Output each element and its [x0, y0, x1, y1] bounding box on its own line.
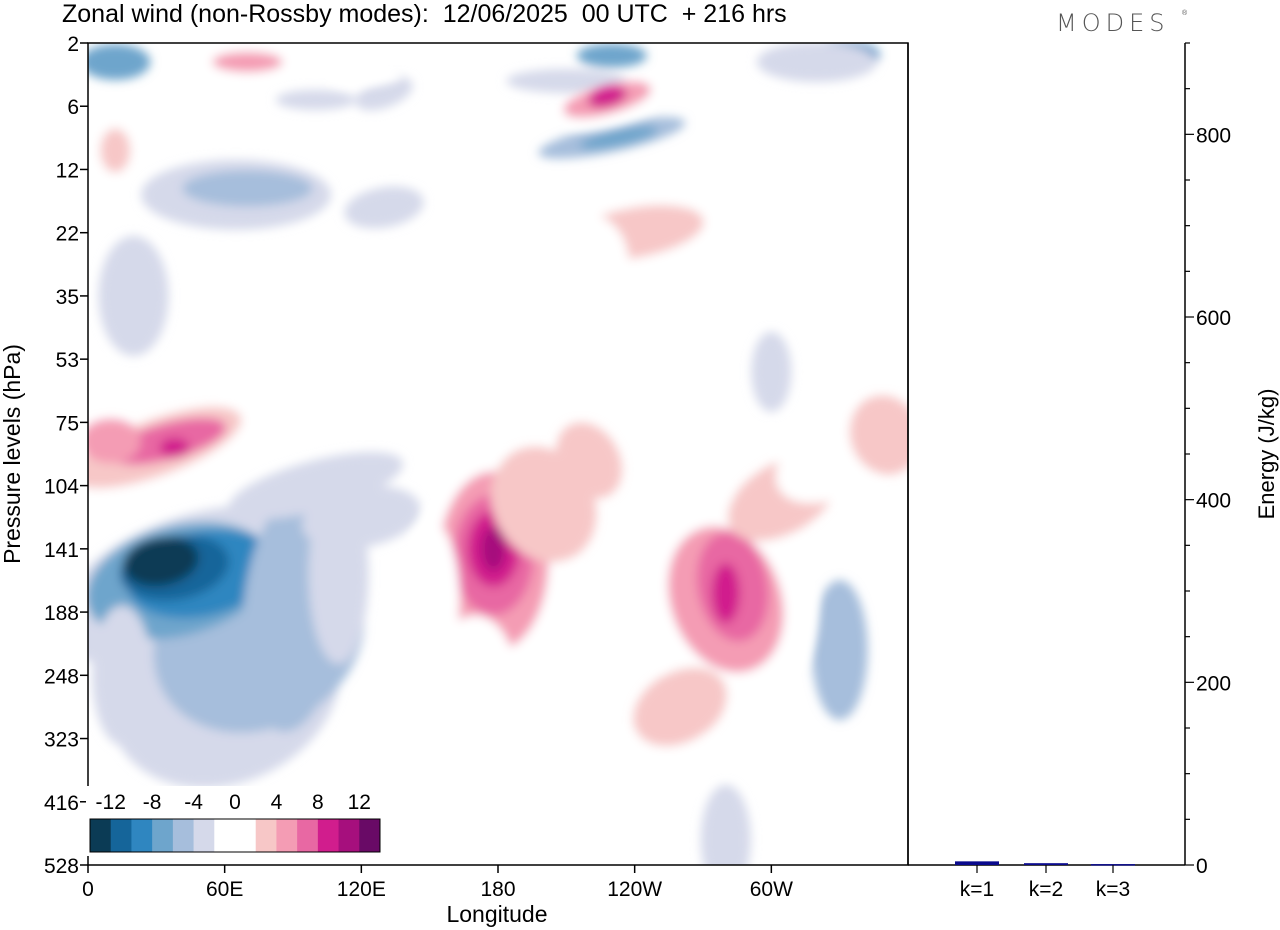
colorbar-swatch — [214, 819, 236, 852]
y-tick-label: 104 — [44, 476, 79, 499]
energy-bar-k=2 — [1024, 863, 1068, 865]
easterly-contour-9 — [92, 605, 153, 746]
energy-tick-label: 400 — [1196, 490, 1231, 513]
energy-bar-k=1 — [955, 861, 999, 865]
westerly-contour-65 — [100, 128, 131, 173]
y-tick-label: 188 — [44, 602, 79, 625]
westerly-contour-70 — [852, 799, 873, 830]
y-tick-label: 2 — [67, 33, 79, 56]
easterly-contour-26 — [576, 43, 647, 68]
energy-bar-panel: 0 200 400 600 800 k=1 k=2 k=3 — [907, 42, 1231, 901]
colorbar-swatch — [255, 819, 277, 852]
westerly-contour-53 — [223, 346, 363, 398]
westerly-contour-47 — [633, 667, 727, 747]
easterly-contour-28 — [98, 235, 169, 356]
energy-category-label: k=2 — [1029, 878, 1063, 901]
easterly-contour-24 — [579, 126, 658, 150]
colorbar-swatch — [110, 819, 132, 852]
colorbar-swatch — [172, 819, 195, 852]
colorbar-swatch — [193, 819, 215, 852]
easterly-contour-11 — [302, 485, 421, 549]
westerly-contour-38 — [435, 615, 516, 736]
y-tick-label: 323 — [44, 729, 79, 752]
chart-title: Zonal wind (non-Rossby modes): 12/06/202… — [62, 0, 787, 28]
x-tick-label: 180 — [480, 878, 515, 901]
energy-bar-k=3 — [1091, 864, 1135, 866]
y-tick-label: 528 — [44, 855, 79, 878]
easterly-contour-22 — [756, 43, 877, 82]
colorbar-swatch — [235, 819, 257, 852]
energy-tick-label: 600 — [1196, 307, 1231, 330]
colorbar-swatch — [297, 819, 319, 852]
colorbar-tick-label: -12 — [96, 791, 126, 814]
y-tick-label: 22 — [56, 223, 79, 246]
y-tick-label: 416 — [44, 792, 79, 815]
colorbar-frame — [89, 818, 381, 853]
y-tick-label: 6 — [67, 96, 79, 119]
westerly-contour-60 — [587, 85, 627, 108]
y-tick-label: 248 — [44, 665, 79, 688]
colorbar-tick-label: -8 — [143, 791, 162, 814]
energy-axis-label: Energy (J/kg) — [1254, 389, 1279, 520]
westerly-contour-68 — [531, 647, 602, 728]
westerly-contour-36 — [556, 422, 622, 499]
easterly-contour-14 — [344, 186, 424, 229]
easterly-contour-13 — [182, 170, 313, 207]
colorbar-tick-label: 0 — [229, 791, 241, 814]
easterly-contour-25 — [506, 68, 627, 93]
westerly-contour-67 — [586, 740, 637, 801]
y-tick-label: 141 — [44, 539, 79, 562]
x-tick-label: 120E — [337, 878, 386, 901]
y-axis-label: Pressure levels (hPa) — [0, 344, 25, 564]
colorbar-legend: -12 -8 -4 0 4 8 12 — [86, 786, 384, 856]
heatmap-axes: 0 60E 120E 180 120W 60W 2 6 12 22 35 53 75 104 141 188 2… — [44, 33, 793, 901]
x-axis-label: Longitude — [446, 901, 547, 927]
easterly-contour-6 — [123, 536, 199, 587]
westerly-contour-72 — [666, 147, 785, 192]
easterly-contour-29 — [275, 89, 356, 110]
easterly-contour-16 — [819, 610, 860, 691]
y-tick-label: 53 — [56, 349, 79, 372]
colorbar-swatch — [359, 819, 381, 852]
easterly-contour-10 — [228, 452, 403, 520]
energy-tick-label: 800 — [1196, 124, 1231, 147]
easterly-contour-17 — [751, 331, 792, 412]
easterly-contour-19 — [700, 784, 751, 865]
colorbar-swatch — [90, 819, 112, 852]
energy-tick-label: 200 — [1196, 672, 1231, 695]
colorbar-swatch — [152, 819, 174, 852]
westerly-contour-46 — [600, 720, 715, 820]
energy-category-label: k=3 — [1096, 878, 1130, 901]
colorbar-swatch — [317, 819, 340, 852]
westerly-contour-42 — [711, 563, 740, 624]
brand-registered-mark: ® — [1182, 10, 1188, 17]
brand-logo: MODES — [1056, 9, 1170, 37]
westerly-contour-57 — [549, 214, 630, 315]
westerly-contour-62 — [212, 51, 283, 72]
y-tick-label: 75 — [56, 412, 79, 435]
y-tick-label: 12 — [56, 159, 79, 182]
westerly-contour-34 — [481, 526, 506, 571]
energy-category-label: k=1 — [960, 878, 994, 901]
colorbar-swatch — [276, 819, 298, 852]
westerly-contour-63 — [321, 62, 402, 87]
westerly-contour-51 — [159, 437, 190, 458]
x-tick-label: 60E — [206, 878, 243, 901]
colorbar-tick-label: -4 — [184, 791, 203, 814]
easterly-contour-20 — [88, 43, 151, 80]
colorbar-tick-label: 12 — [348, 791, 371, 814]
colorbar-swatch — [338, 819, 360, 852]
colorbar-tick-label: 4 — [271, 791, 283, 814]
westerly-contour-45 — [849, 395, 908, 475]
x-tick-label: 120W — [607, 878, 662, 901]
colorbar-tick-label: 8 — [312, 791, 324, 814]
zonal-wind-contours — [88, 43, 908, 865]
energy-tick-label: 0 — [1196, 855, 1208, 878]
westerly-contour-52 — [88, 419, 141, 464]
x-tick-label: 60W — [750, 878, 793, 901]
y-tick-label: 35 — [56, 286, 79, 309]
x-tick-label: 0 — [82, 878, 94, 901]
colorbar-swatch — [131, 819, 153, 852]
